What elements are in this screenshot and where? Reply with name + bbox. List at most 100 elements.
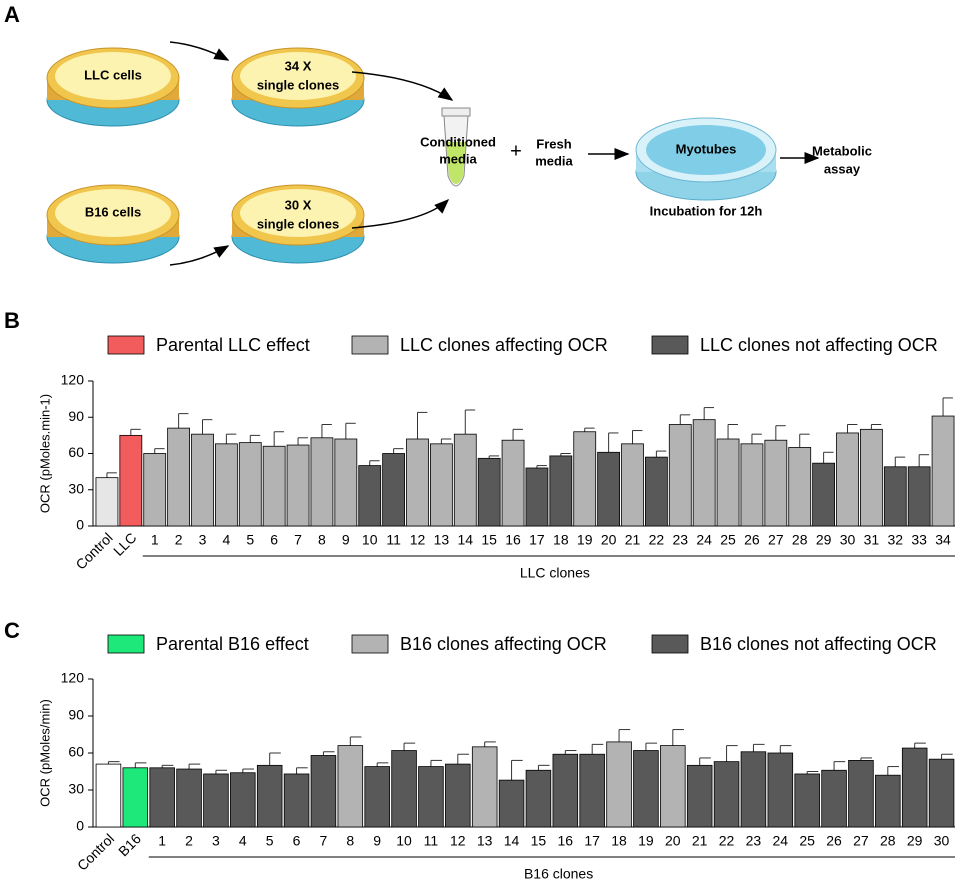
x-tick-label: 11 xyxy=(386,532,401,548)
bar xyxy=(119,434,143,527)
x-tick-label: 24 xyxy=(696,532,712,548)
bar xyxy=(122,767,149,828)
x-tick-label: 18 xyxy=(553,532,569,548)
y-tick-label: 0 xyxy=(76,818,84,834)
label: Conditioned xyxy=(420,134,496,149)
bar xyxy=(310,437,334,527)
label: single clones xyxy=(257,216,339,231)
panel-label: C xyxy=(4,618,20,643)
x-tick-label: 5 xyxy=(266,833,274,849)
dishes xyxy=(46,47,365,264)
bar xyxy=(143,453,167,527)
bar xyxy=(406,438,429,527)
x-tick-label: 34 xyxy=(935,532,951,548)
bar xyxy=(334,438,358,527)
label: media xyxy=(535,153,573,168)
legend-swatch xyxy=(651,634,689,654)
bar xyxy=(167,427,191,527)
bar xyxy=(214,443,238,527)
bar xyxy=(501,439,525,527)
x-tick-label: 3 xyxy=(212,833,220,849)
x-tick-label: 17 xyxy=(584,833,600,849)
legend-label: Parental B16 effect xyxy=(156,634,309,654)
y-tick-label: 30 xyxy=(68,781,84,797)
x-tick-label: 10 xyxy=(362,532,378,548)
x-tick-label: 16 xyxy=(558,833,574,849)
y-tick-label: 30 xyxy=(68,480,84,496)
bar xyxy=(579,753,605,828)
bar xyxy=(788,447,812,527)
x-tick-label: 23 xyxy=(746,833,762,849)
legend-label: B16 clones affecting OCR xyxy=(400,634,607,654)
x-tick-label: 3 xyxy=(199,532,207,548)
bar xyxy=(907,466,931,527)
legend-swatch xyxy=(651,335,689,355)
label: single clones xyxy=(257,77,339,92)
x-tick-label: B16 xyxy=(115,830,144,859)
x-tick-label: 32 xyxy=(887,532,903,548)
y-tick-label: 120 xyxy=(61,372,85,388)
x-tick-label: 22 xyxy=(649,532,665,548)
x-tick-label: 25 xyxy=(799,833,815,849)
panel-a: A xyxy=(4,2,820,266)
x-tick-label: 5 xyxy=(246,532,254,548)
bar xyxy=(445,763,471,828)
bar xyxy=(645,456,668,527)
dish-medium xyxy=(240,52,356,100)
x-tick-label: 14 xyxy=(457,532,473,548)
x-tick-label: 27 xyxy=(853,833,869,849)
dish-medium xyxy=(55,52,171,100)
label: assay xyxy=(824,161,861,176)
x-tick-label: 7 xyxy=(294,532,302,548)
bar xyxy=(668,424,692,527)
bar xyxy=(95,763,122,828)
x-tick-label: 22 xyxy=(719,833,735,849)
bar xyxy=(230,772,256,828)
x-tick-label: 29 xyxy=(816,532,832,548)
y-tick-label: 90 xyxy=(68,408,84,424)
label: Incubation for 12h xyxy=(650,203,763,218)
bar xyxy=(621,443,644,527)
y-axis-label: OCR (pMoles.min-1) xyxy=(37,394,52,513)
x-tick-label: 21 xyxy=(692,833,708,849)
x-tick-label: 8 xyxy=(318,532,326,548)
bar xyxy=(597,451,620,527)
x-tick-label: 6 xyxy=(293,833,301,849)
x-tick-label: 1 xyxy=(151,532,159,548)
x-tick-label: 29 xyxy=(907,833,923,849)
x-tick-label: 27 xyxy=(768,532,784,548)
bar xyxy=(740,751,767,828)
legend-swatch xyxy=(107,634,145,654)
bar xyxy=(453,433,477,527)
x-tick-label: 30 xyxy=(934,833,950,849)
x-tick-label: 31 xyxy=(864,532,880,548)
x-tick-label: 4 xyxy=(222,532,230,548)
x-tick-label: 17 xyxy=(529,532,545,548)
bar xyxy=(573,431,597,527)
label: 34 X xyxy=(285,58,312,73)
bar xyxy=(848,760,874,828)
arrow xyxy=(169,41,230,61)
y-axis-label: OCR (pMoles/min) xyxy=(37,699,52,807)
x-tick-label: 12 xyxy=(450,833,466,849)
bar xyxy=(606,741,632,828)
bar xyxy=(767,752,794,828)
x-tick-label: 14 xyxy=(504,833,520,849)
x-tick-label: 12 xyxy=(410,532,426,548)
x-tick-label: 9 xyxy=(342,532,350,548)
label: B16 cells xyxy=(85,204,141,219)
dish-medium xyxy=(240,189,356,237)
x-tick-label: 25 xyxy=(720,532,736,548)
bar xyxy=(883,466,907,527)
bar xyxy=(928,758,955,828)
x-tick-label: 28 xyxy=(880,833,896,849)
bar xyxy=(812,462,835,527)
x-tick-label: 15 xyxy=(481,532,497,548)
legend-label: LLC clones not affecting OCR xyxy=(700,335,938,355)
x-tick-label: 4 xyxy=(239,833,247,849)
x-tick-label: 13 xyxy=(434,532,450,548)
bar xyxy=(875,774,901,828)
bar xyxy=(418,766,444,828)
x-axis-label: B16 clones xyxy=(524,866,593,882)
